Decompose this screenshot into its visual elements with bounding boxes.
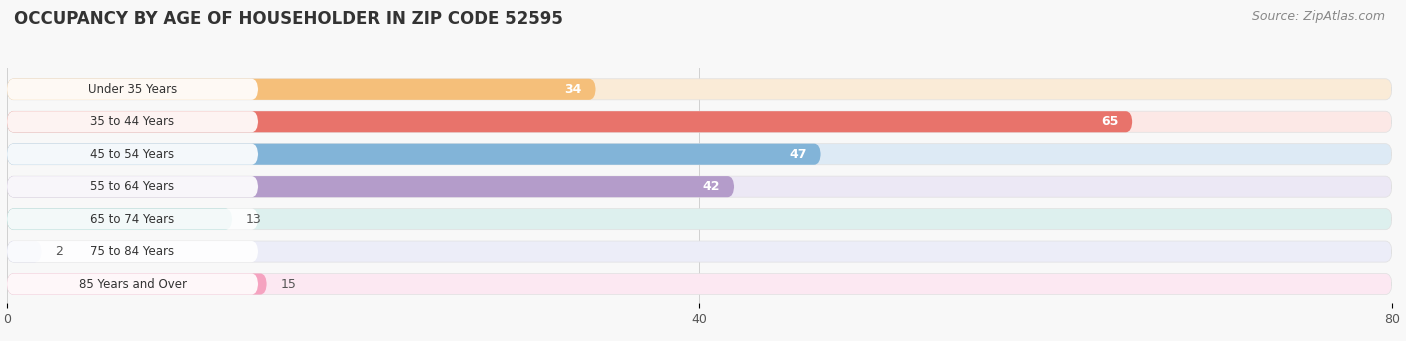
FancyBboxPatch shape: [7, 111, 1132, 132]
Text: 65 to 74 Years: 65 to 74 Years: [90, 212, 174, 226]
Text: 55 to 64 Years: 55 to 64 Years: [90, 180, 174, 193]
FancyBboxPatch shape: [7, 273, 1392, 295]
FancyBboxPatch shape: [7, 111, 259, 132]
FancyBboxPatch shape: [7, 209, 232, 229]
FancyBboxPatch shape: [7, 111, 1392, 132]
FancyBboxPatch shape: [7, 273, 259, 295]
FancyBboxPatch shape: [7, 79, 259, 100]
FancyBboxPatch shape: [7, 176, 259, 197]
Text: 35 to 44 Years: 35 to 44 Years: [90, 115, 174, 128]
FancyBboxPatch shape: [7, 241, 42, 262]
Text: 47: 47: [789, 148, 807, 161]
Text: 42: 42: [703, 180, 720, 193]
FancyBboxPatch shape: [7, 209, 259, 229]
FancyBboxPatch shape: [7, 241, 1392, 262]
FancyBboxPatch shape: [7, 273, 267, 295]
FancyBboxPatch shape: [7, 176, 734, 197]
FancyBboxPatch shape: [7, 79, 1392, 100]
Text: 65: 65: [1101, 115, 1118, 128]
FancyBboxPatch shape: [7, 144, 259, 165]
FancyBboxPatch shape: [7, 176, 1392, 197]
FancyBboxPatch shape: [7, 144, 1392, 165]
Text: 75 to 84 Years: 75 to 84 Years: [90, 245, 174, 258]
Text: 85 Years and Over: 85 Years and Over: [79, 278, 187, 291]
FancyBboxPatch shape: [7, 241, 259, 262]
Text: 2: 2: [55, 245, 63, 258]
FancyBboxPatch shape: [7, 79, 596, 100]
Text: 15: 15: [281, 278, 297, 291]
Text: 13: 13: [246, 212, 262, 226]
Text: Source: ZipAtlas.com: Source: ZipAtlas.com: [1251, 10, 1385, 23]
FancyBboxPatch shape: [7, 144, 821, 165]
Text: Under 35 Years: Under 35 Years: [89, 83, 177, 96]
Text: OCCUPANCY BY AGE OF HOUSEHOLDER IN ZIP CODE 52595: OCCUPANCY BY AGE OF HOUSEHOLDER IN ZIP C…: [14, 10, 562, 28]
FancyBboxPatch shape: [7, 209, 1392, 229]
Text: 34: 34: [564, 83, 582, 96]
Text: 45 to 54 Years: 45 to 54 Years: [90, 148, 174, 161]
